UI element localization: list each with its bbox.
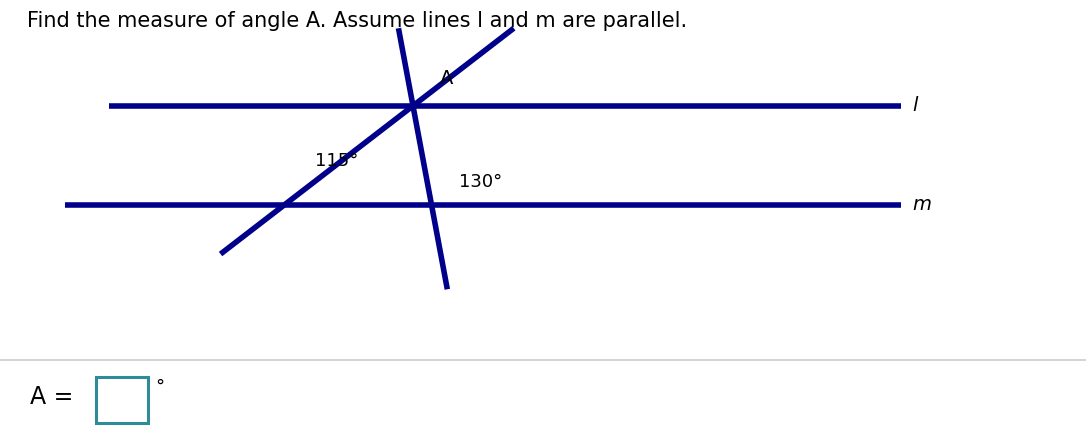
Bar	[96, 377, 148, 423]
Text: A: A	[440, 69, 454, 88]
Text: 115°: 115°	[315, 152, 358, 170]
Text: °: °	[155, 377, 164, 396]
Text: Find the measure of angle A. Assume lines l and m are parallel.: Find the measure of angle A. Assume line…	[27, 11, 687, 30]
Text: m: m	[912, 195, 931, 214]
Text: l: l	[912, 96, 918, 116]
Text: 130°: 130°	[458, 172, 502, 191]
Text: A =: A =	[30, 385, 74, 409]
